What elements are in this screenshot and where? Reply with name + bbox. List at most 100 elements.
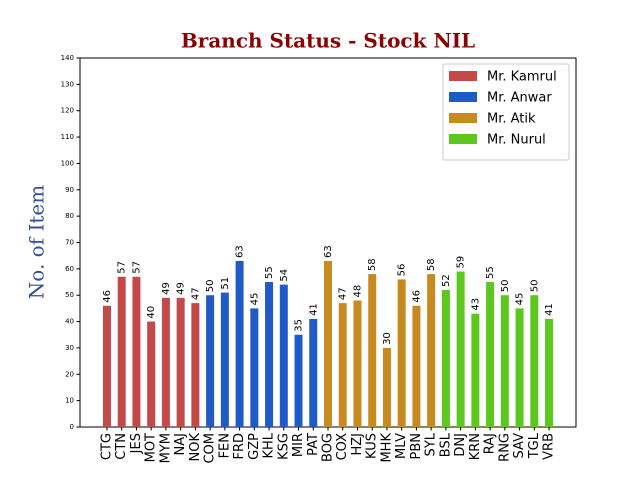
x-tick-label: KUS: [365, 433, 380, 459]
bar: [309, 318, 318, 427]
value-label: 45: [515, 293, 526, 306]
value-label: 58: [426, 258, 437, 271]
bar: [132, 276, 141, 427]
legend-label: Mr. Anwar: [487, 91, 552, 106]
y-tick-label: 60: [65, 265, 74, 273]
bar: [176, 297, 185, 427]
x-tick-label: MHK: [379, 433, 394, 463]
y-tick-label: 40: [65, 318, 74, 326]
x-tick-label: COX: [335, 433, 350, 460]
y-tick-label: 110: [61, 133, 74, 141]
value-label: 41: [544, 303, 555, 316]
y-tick-label: 90: [65, 186, 74, 194]
y-tick-label: 100: [61, 159, 74, 167]
bar: [500, 295, 509, 427]
legend-swatch: [449, 134, 477, 144]
value-label: 45: [249, 293, 260, 306]
value-label: 46: [102, 290, 113, 303]
bar: [412, 305, 421, 427]
value-label: 55: [485, 266, 496, 279]
y-tick-label: 50: [65, 291, 74, 299]
chart-title: Branch Status - Stock NIL: [181, 29, 475, 53]
x-tick-label: COM: [203, 433, 218, 464]
value-label: 63: [235, 245, 246, 258]
value-label: 58: [367, 258, 378, 271]
y-axis-label: No. of Item: [25, 185, 49, 299]
value-label: 41: [308, 303, 319, 316]
bar: [324, 260, 332, 427]
bar: [279, 284, 288, 427]
legend-label: Mr. Nurul: [487, 133, 546, 148]
value-label: 57: [131, 261, 142, 274]
x-tick-label: RNG: [497, 433, 512, 462]
x-tick-label: KRN: [468, 433, 483, 460]
x-tick-label: SYL: [424, 432, 439, 456]
value-label: 52: [441, 274, 452, 287]
value-label: 54: [279, 269, 290, 282]
x-tick-label: MLV: [394, 433, 409, 459]
bar: [368, 274, 377, 427]
value-label: 57: [117, 261, 128, 274]
x-tick-label: PBN: [409, 433, 424, 459]
value-label: 59: [456, 256, 467, 269]
bar: [235, 260, 244, 427]
y-tick-label: 30: [65, 344, 74, 352]
x-tick-label: KHL: [262, 432, 277, 458]
value-label: 35: [294, 319, 305, 332]
x-tick-label: HZJ: [350, 433, 365, 456]
x-tick-label: SAV: [512, 433, 527, 459]
x-tick-label: KSG: [276, 433, 291, 460]
bar: [161, 297, 170, 427]
y-tick-label: 130: [61, 80, 74, 88]
bar: [382, 347, 391, 427]
bar: [102, 305, 111, 427]
value-label: 50: [529, 279, 540, 292]
value-label: 47: [190, 287, 201, 300]
bar: [441, 289, 450, 427]
value-label: 55: [264, 266, 275, 279]
legend-label: Mr. Atik: [487, 112, 536, 127]
x-tick-label: MIR: [291, 433, 306, 457]
legend-swatch: [449, 71, 477, 81]
x-tick-label: MYM: [158, 433, 173, 463]
x-tick-label: GZP: [247, 433, 262, 460]
bar: [147, 321, 156, 427]
x-tick-label: CTG: [99, 433, 114, 460]
bar: [250, 308, 259, 427]
value-label: 49: [161, 282, 172, 295]
value-label: 47: [338, 287, 349, 300]
x-tick-label: MOT: [144, 433, 159, 462]
bar: [471, 313, 480, 427]
value-label: 30: [382, 332, 393, 345]
bar: [294, 334, 303, 427]
x-tick-label: RAJ: [483, 433, 498, 454]
bar: [117, 276, 126, 427]
x-tick-label: JES: [129, 433, 144, 454]
x-tick-label: PAT: [306, 433, 321, 456]
value-label: 51: [220, 277, 231, 290]
y-tick-label: 70: [65, 239, 74, 247]
value-label: 50: [500, 279, 511, 292]
bar: [427, 274, 436, 427]
bar: [545, 318, 554, 427]
y-tick-label: 0: [70, 423, 74, 431]
value-label: 40: [146, 306, 157, 319]
value-label: 48: [352, 285, 363, 298]
x-tick-label: TGL: [527, 432, 542, 459]
bar: [486, 282, 495, 427]
legend-swatch: [449, 113, 477, 123]
y-tick-label: 140: [61, 54, 74, 62]
y-tick-label: 20: [65, 370, 74, 378]
bar: [191, 303, 200, 427]
y-tick-label: 10: [65, 397, 74, 405]
value-label: 46: [411, 290, 422, 303]
x-tick-label: FEN: [217, 433, 232, 458]
bar: [338, 303, 347, 427]
value-label: 50: [205, 279, 216, 292]
x-tick-label: FRD: [232, 433, 247, 460]
bar: [515, 308, 524, 427]
x-tick-label: VRB: [542, 433, 557, 460]
x-tick-label: DNJ: [453, 433, 468, 457]
x-tick-label: CTN: [114, 433, 129, 460]
legend-label: Mr. Kamrul: [487, 70, 557, 85]
